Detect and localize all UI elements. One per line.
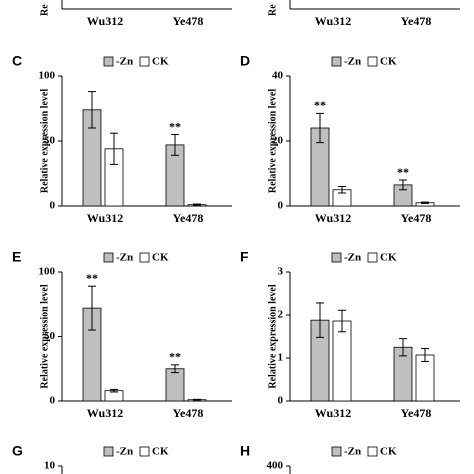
legend-label: -Zn (344, 56, 361, 68)
y-tick-label: 50 (44, 135, 56, 147)
x-tick-label: Wu312 (87, 211, 123, 225)
legend-swatch (367, 446, 378, 457)
legend-swatch (103, 252, 114, 263)
legend-swatch (367, 252, 378, 263)
y-axis-label: Re (267, 4, 278, 16)
panel-letter: F (240, 249, 249, 265)
legend-label: -Zn (116, 56, 133, 68)
panel-letter: E (12, 249, 21, 265)
y-tick-label: 0 (50, 200, 56, 212)
y-tick-label: 20 (272, 135, 284, 147)
y-tick-label: 40 (272, 70, 284, 82)
significance-mark: ** (169, 119, 181, 133)
y-axis-label: Re (39, 4, 50, 16)
panel-letter: D (240, 53, 250, 69)
legend-swatch (103, 56, 114, 67)
y-axis-label: Relative expression level (39, 284, 50, 388)
panel-letter: G (12, 443, 23, 459)
y-tick-label: 1 (278, 352, 284, 364)
panel-letter: H (240, 443, 250, 459)
legend-label: CK (380, 252, 397, 264)
bar (165, 368, 185, 402)
y-tick-label: 0 (278, 395, 284, 407)
legend-swatch (139, 446, 150, 457)
y-tick-label: 0 (50, 395, 56, 407)
legend-swatch (139, 252, 150, 263)
significance-mark: ** (397, 165, 409, 179)
legend-label: CK (152, 252, 169, 264)
significance-mark: ** (86, 271, 98, 285)
y-axis-label: Relative expression level (267, 89, 278, 193)
x-tick-label: Wu312 (315, 14, 351, 28)
legend-swatch (331, 446, 342, 457)
y-tick-label: 100 (39, 70, 56, 82)
legend-swatch (139, 56, 150, 67)
x-tick-label: Ye478 (401, 406, 432, 420)
legend-label: CK (380, 56, 397, 68)
y-axis-label: Relative expression level (267, 284, 278, 388)
x-tick-label: Wu312 (87, 14, 123, 28)
x-tick-label: Wu312 (315, 211, 351, 225)
bar (332, 320, 352, 402)
y-axis-label: Relative expression level (39, 89, 50, 193)
x-tick-label: Ye478 (401, 211, 432, 225)
y-tick-label: 2 (278, 309, 284, 321)
x-tick-label: Ye478 (173, 406, 204, 420)
y-tick-label: 0 (278, 200, 284, 212)
legend-label: -Zn (116, 446, 133, 458)
legend-label: -Zn (344, 446, 361, 458)
y-tick-label: 400 (267, 460, 284, 472)
y-tick-label: 50 (44, 330, 56, 342)
legend-swatch (331, 56, 342, 67)
legend-label: CK (380, 446, 397, 458)
x-tick-label: Ye478 (401, 14, 432, 28)
legend-label: -Zn (344, 252, 361, 264)
legend-label: CK (152, 56, 169, 68)
x-tick-label: Ye478 (173, 14, 204, 28)
legend-swatch (103, 446, 114, 457)
legend-label: CK (152, 446, 169, 458)
x-tick-label: Ye478 (173, 211, 204, 225)
significance-mark: ** (314, 98, 326, 112)
legend-swatch (367, 56, 378, 67)
y-tick-label: 10 (44, 460, 56, 472)
y-tick-label: 3 (278, 266, 284, 278)
legend-label: -Zn (116, 252, 133, 264)
x-tick-label: Wu312 (87, 406, 123, 420)
legend-swatch (331, 252, 342, 263)
x-tick-label: Wu312 (315, 406, 351, 420)
significance-mark: ** (169, 350, 181, 364)
panel-letter: C (12, 53, 22, 69)
y-tick-label: 100 (39, 266, 56, 278)
